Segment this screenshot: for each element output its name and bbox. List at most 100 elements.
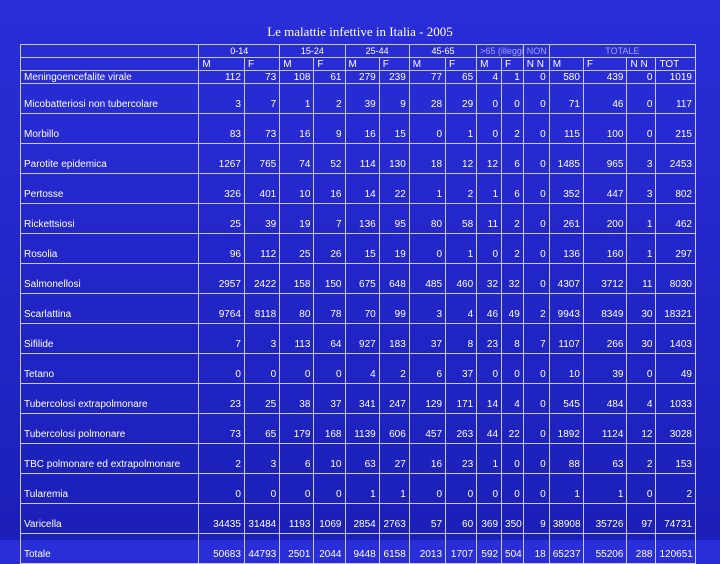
table-cell: 7	[522, 323, 550, 354]
table-cell: 112	[243, 233, 281, 264]
table-cell: 15	[378, 113, 410, 144]
table-cell: 288	[626, 533, 657, 564]
table-cell: 12	[445, 143, 478, 174]
table-cell: 4	[344, 353, 380, 384]
table-cell: 0	[279, 353, 315, 384]
table-cell: 2	[501, 113, 524, 144]
table-cell: 10	[548, 353, 584, 384]
table-cell: 0	[522, 70, 550, 84]
table-cell: 16	[344, 113, 380, 144]
table-cell: 9448	[344, 533, 380, 564]
table-row: Tubercolosi extrapolmonare 23 25 38 37 341 247…	[19, 383, 696, 414]
sex-header: F	[378, 57, 410, 71]
table-cell: 31484	[243, 503, 281, 534]
table-cell: 0	[408, 233, 447, 264]
table-cell: 74	[279, 143, 315, 174]
table-cell: 4	[501, 383, 524, 414]
table-cell: 9943	[548, 293, 584, 324]
table-cell: 0	[408, 113, 447, 144]
table-row: Morbillo 83 73 16 9 16 15 0 1 0 2 0 115 100 0 215	[19, 113, 696, 144]
table-cell: 3	[243, 323, 281, 354]
table-cell: 297	[655, 233, 696, 264]
table-cell: 14	[476, 383, 503, 414]
page-title: Le malattie infettive in Italia - 2005	[267, 24, 453, 39]
table-cell: 23	[198, 383, 245, 414]
table-cell: 0	[476, 233, 503, 264]
table-cell: 0	[522, 353, 550, 384]
table-cell: 0	[626, 353, 657, 384]
table-cell: 160	[582, 233, 628, 264]
table-cell: 369	[476, 503, 503, 534]
table-cell: 1	[445, 233, 478, 264]
table-cell: 0	[198, 473, 245, 504]
table-cell: 9	[313, 113, 346, 144]
table-cell: 115	[548, 113, 584, 144]
table-cell: 114	[344, 143, 380, 174]
table-cell: 50683	[198, 533, 245, 564]
disease-name: Rosolia	[19, 233, 200, 264]
table-cell: 0	[522, 233, 550, 264]
table-cell: 3028	[655, 413, 696, 444]
table-cell: 113	[279, 323, 315, 354]
table-cell: 2422	[243, 263, 281, 294]
table-cell: 129	[408, 383, 447, 414]
table-cell: 0	[501, 443, 524, 474]
table-cell: 0	[501, 353, 524, 384]
table-cell: 27	[378, 443, 410, 474]
corner-cell	[19, 44, 200, 58]
table-cell: 183	[378, 323, 410, 354]
table-cell: 0	[476, 353, 503, 384]
table-cell: 0	[501, 83, 524, 114]
table-cell: 120651	[655, 533, 696, 564]
table-cell: 8349	[582, 293, 628, 324]
table-cell: 7	[313, 203, 346, 234]
table-cell: 1485	[548, 143, 584, 174]
table-cell: 73	[243, 70, 281, 84]
table-cell: 0	[313, 353, 346, 384]
table-cell: 0	[198, 353, 245, 384]
sex-header: M	[408, 57, 447, 71]
table-cell: 26	[313, 233, 346, 264]
table-cell: 136	[548, 233, 584, 264]
table-cell: 1	[344, 473, 380, 504]
table-cell: 11	[626, 263, 657, 294]
table-cell: 2501	[279, 533, 315, 564]
disease-name: Totale	[19, 533, 200, 564]
table-cell: 8	[501, 323, 524, 354]
table-cell: 0	[279, 473, 315, 504]
table-cell: 350	[501, 503, 524, 534]
table-cell: 0	[522, 413, 550, 444]
table-cell: 64	[313, 323, 346, 354]
table-cell: 2453	[655, 143, 696, 174]
table-cell: 15	[344, 233, 380, 264]
table-cell: 95	[378, 203, 410, 234]
disease-name: Tetano	[19, 353, 200, 384]
table-cell: 965	[582, 143, 628, 174]
table-cell: 802	[655, 173, 696, 204]
table-cell: 0	[522, 143, 550, 174]
table-row: Meningoencefalite virale 112 73 108 61 279 239…	[19, 70, 696, 84]
table-cell: 1	[476, 173, 503, 204]
table-cell: 37	[313, 383, 346, 414]
sex-header: F	[582, 57, 628, 71]
table-cell: 63	[344, 443, 380, 474]
table-cell: 32	[476, 263, 503, 294]
sex-header: F	[501, 57, 524, 71]
table-cell: 261	[548, 203, 584, 234]
table-cell: 49	[501, 293, 524, 324]
table-cell: 215	[655, 113, 696, 144]
table-cell: 96	[198, 233, 245, 264]
table-cell: 168	[313, 413, 346, 444]
table-cell: 1139	[344, 413, 380, 444]
table-cell: 0	[501, 473, 524, 504]
table-cell: 14	[344, 173, 380, 204]
corner-cell	[19, 57, 200, 71]
table-cell: 0	[522, 383, 550, 414]
table-cell: 39	[582, 353, 628, 384]
table-cell: 0	[476, 113, 503, 144]
table-cell: 16	[313, 173, 346, 204]
table-cell: 73	[243, 113, 281, 144]
table-cell: 11	[476, 203, 503, 234]
table-cell: 1069	[313, 503, 346, 534]
table-cell: 1	[279, 83, 315, 114]
